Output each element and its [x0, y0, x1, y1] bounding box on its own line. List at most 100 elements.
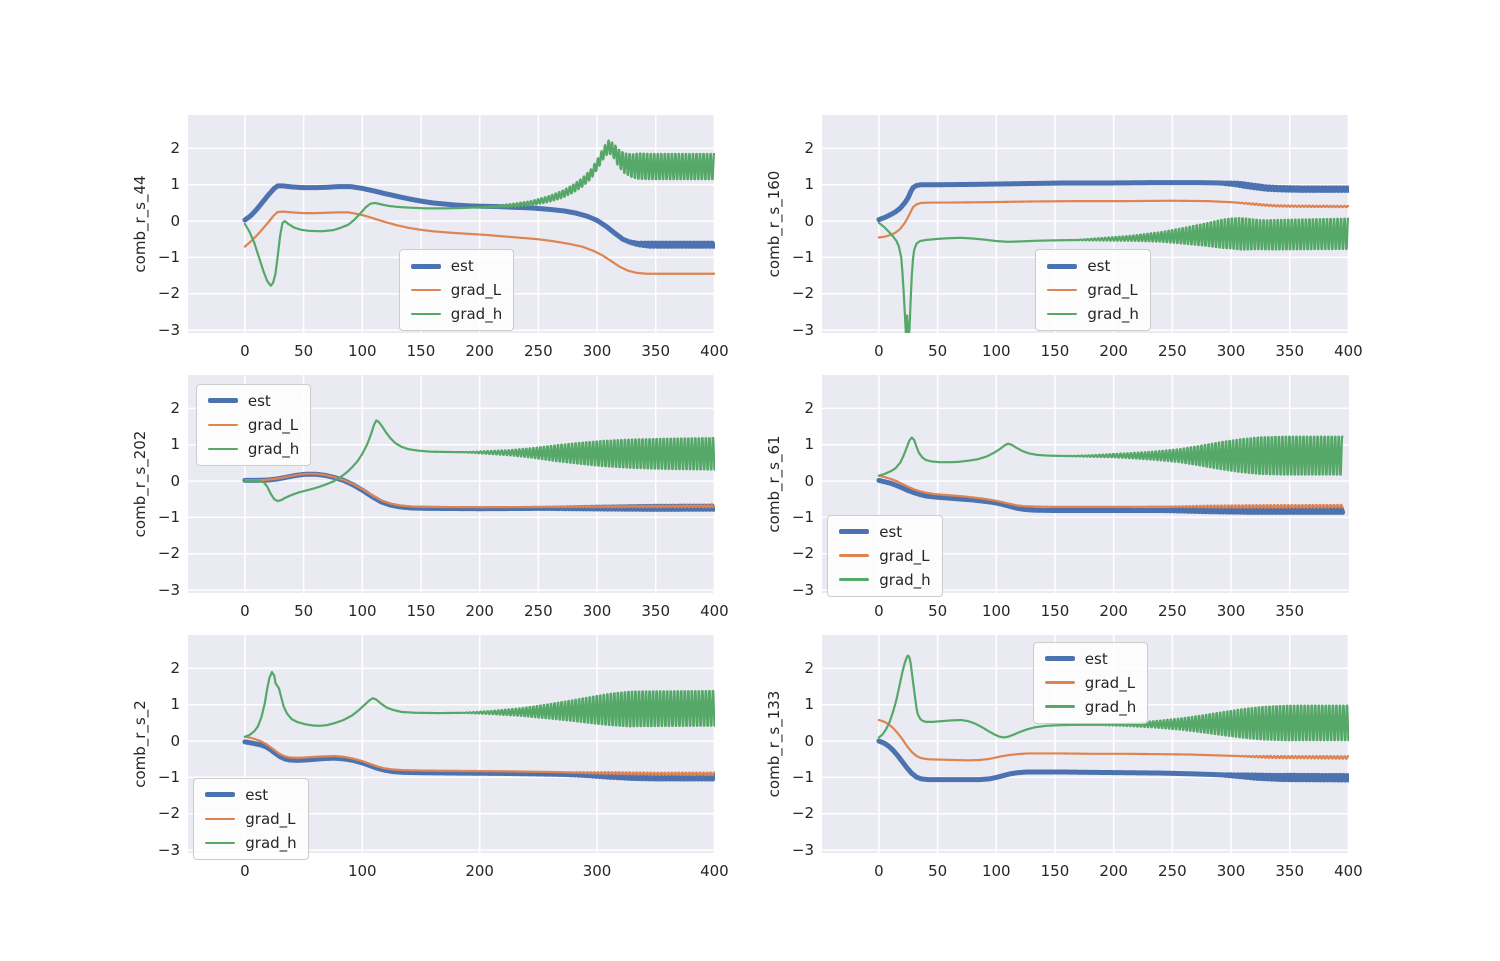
x-tick-label: 350 — [641, 342, 671, 360]
series-line-grad_L — [877, 718, 1349, 762]
x-tick-label: 300 — [582, 602, 612, 620]
legend-line-sample — [207, 423, 238, 426]
legend-label: est — [1084, 649, 1108, 668]
series-line-est — [876, 180, 1349, 223]
legend-label: grad_L — [245, 809, 296, 828]
legend-label: grad_L — [879, 546, 930, 565]
legend-item-est: est — [205, 786, 296, 804]
x-tick-label: 150 — [1040, 862, 1070, 880]
series-line-grad_L — [243, 735, 715, 777]
series-line-grad_L — [877, 199, 1349, 239]
y-tick-label: 0 — [804, 211, 814, 230]
legend: est grad_L grad_h — [193, 777, 309, 860]
y-tick-label: 2 — [170, 138, 180, 157]
legend-label: est — [245, 785, 269, 804]
series-line-grad_h — [877, 435, 1344, 477]
series-line-grad_h — [243, 139, 715, 287]
legend-item-grad_h: grad_h — [1044, 697, 1137, 716]
y-tick-label: 2 — [804, 138, 814, 157]
legend: est grad_L grad_h — [1032, 641, 1149, 724]
legend-item-grad_L: grad_L — [1044, 673, 1136, 692]
series-line-grad_L — [243, 210, 715, 275]
x-tick-label: 100 — [981, 862, 1011, 880]
legend-label: grad_h — [247, 439, 300, 458]
x-tick-label: 200 — [465, 342, 494, 360]
series-line-grad_h — [877, 654, 1349, 742]
legend-item-grad_h: grad_h — [1047, 305, 1139, 323]
legend-line-sample — [410, 288, 441, 292]
x-tick-label: 350 — [1275, 862, 1305, 880]
legend-item-grad_h: grad_h — [205, 833, 297, 852]
x-tick-label: 400 — [700, 342, 729, 360]
legend-label: est — [450, 257, 474, 276]
x-tick-label: 300 — [582, 342, 612, 360]
x-tick-label: 100 — [347, 342, 377, 360]
legend-label: grad_h — [1084, 697, 1137, 716]
legend-line-sample — [1044, 681, 1075, 684]
x-tick-label: 250 — [524, 602, 553, 620]
x-tick-label: 100 — [981, 342, 1011, 360]
legend-item-grad_h: grad_h — [410, 305, 502, 323]
y-tick-label: 2 — [804, 658, 814, 677]
y-tick-label: 1 — [170, 435, 180, 454]
subplot-comb_r_s_44: comb_r_s_44 est grad_L grad_h 2 1 0 −1 −2 −3 0 50… — [131, 115, 729, 360]
y-tick-label: −3 — [157, 840, 180, 859]
y-tick-label: −3 — [791, 580, 814, 599]
x-tick-label: 0 — [874, 342, 884, 360]
x-tick-label: 350 — [1275, 602, 1305, 620]
series-line-est — [242, 183, 715, 249]
y-tick-label: −2 — [157, 284, 180, 303]
y-tick-label: 2 — [170, 658, 180, 677]
legend-line-sample — [1047, 312, 1078, 316]
y-tick-label: 0 — [170, 471, 180, 490]
x-tick-label: 300 — [582, 862, 612, 880]
legend-label: est — [1087, 257, 1111, 276]
legend-label: grad_L — [450, 281, 502, 300]
legend-line-sample — [1044, 656, 1075, 662]
legend-label: grad_h — [245, 833, 297, 852]
legend-line-sample — [205, 817, 236, 820]
y-tick-label: −1 — [157, 247, 180, 266]
x-tick-label: 300 — [1216, 862, 1246, 880]
legend: est grad_L grad_h — [398, 249, 515, 332]
y-tick-label: −3 — [791, 840, 814, 859]
legend-item-grad_h: grad_h — [207, 439, 300, 458]
legend-item-grad_h: grad_h — [839, 571, 931, 589]
legend-line-sample — [207, 447, 238, 450]
y-tick-label: 1 — [170, 695, 180, 714]
y-tick-label: −2 — [791, 284, 814, 303]
legend-line-sample — [1044, 705, 1075, 708]
x-tick-label: 200 — [1099, 342, 1128, 360]
x-tick-label: 100 — [347, 862, 377, 880]
legend-item-grad_L: grad_L — [1047, 281, 1138, 299]
x-tick-label: 400 — [1334, 342, 1363, 360]
subplot-comb_r_s_61: comb_r_s_61 est grad_L grad_h 2 1 0 −1 −2 −3 0 50… — [765, 375, 1349, 620]
x-tick-label: 50 — [928, 862, 948, 880]
y-tick-label: 0 — [804, 471, 814, 490]
legend: est grad_L grad_h — [1035, 249, 1151, 332]
x-tick-label: 50 — [294, 342, 314, 360]
x-tick-label: 400 — [700, 602, 729, 620]
legend-label: grad_L — [1084, 673, 1136, 692]
y-tick-label: −1 — [157, 507, 180, 526]
x-tick-label: 250 — [1158, 342, 1187, 360]
y-tick-label: 0 — [804, 731, 814, 750]
series-line-est — [242, 739, 715, 782]
x-tick-label: 200 — [465, 862, 494, 880]
legend-line-sample — [207, 398, 238, 404]
x-tick-label: 200 — [1099, 862, 1128, 880]
legend: est grad_L grad_h — [827, 514, 943, 597]
x-tick-label: 250 — [524, 342, 553, 360]
x-tick-label: 400 — [700, 862, 729, 880]
legend-label: grad_L — [247, 415, 299, 434]
series-line-grad_h — [243, 419, 715, 503]
x-tick-label: 250 — [1158, 602, 1187, 620]
x-tick-label: 0 — [874, 862, 884, 880]
legend-line-sample — [410, 312, 441, 316]
legend-item-est: est — [839, 523, 930, 541]
y-tick-label: −1 — [791, 507, 814, 526]
legend-item-est: est — [410, 257, 502, 276]
y-tick-label: −2 — [157, 804, 180, 823]
series-line-est — [876, 477, 1346, 515]
y-tick-label: −1 — [791, 247, 814, 266]
